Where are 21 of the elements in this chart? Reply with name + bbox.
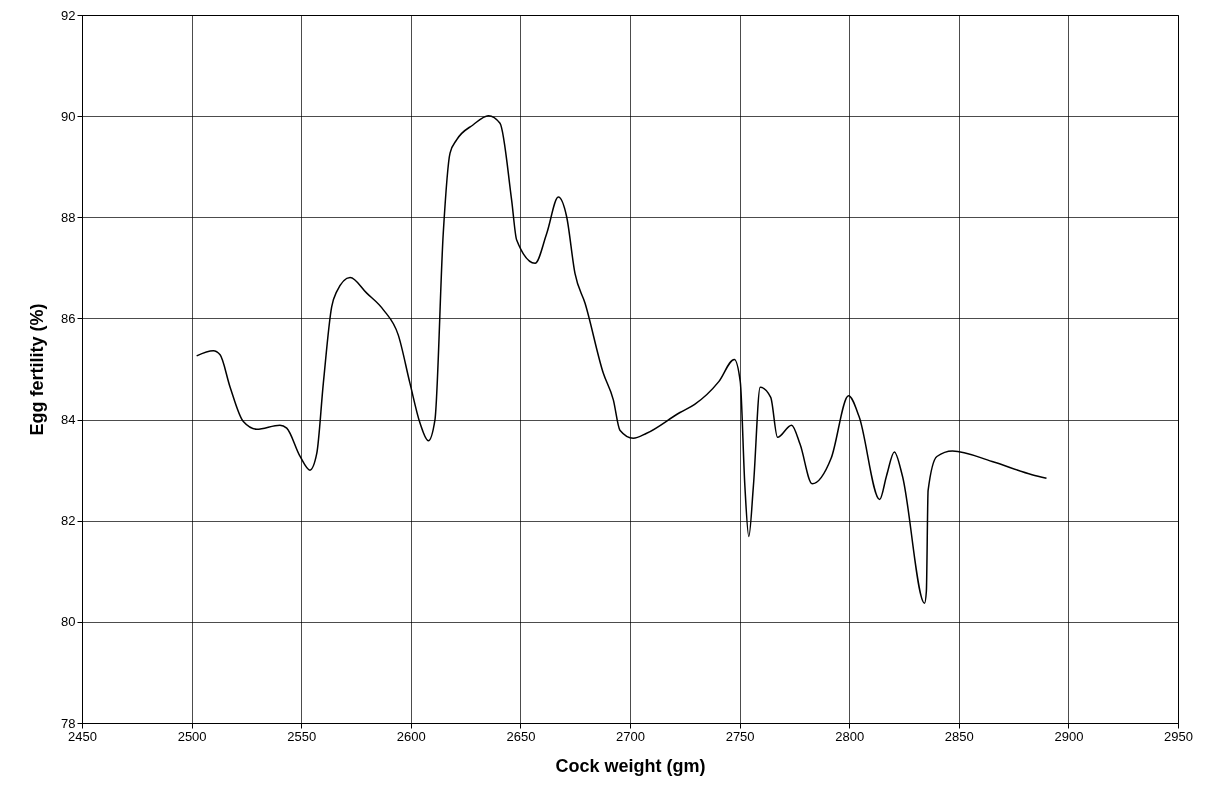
x-tick-label: 2950 — [1164, 728, 1193, 744]
x-tick-label: 2800 — [835, 728, 865, 744]
x-tick-label: 2750 — [725, 728, 755, 744]
y-tick-label: 78 — [61, 715, 76, 731]
y-tick-label: 82 — [61, 513, 76, 529]
y-tick-label: 86 — [61, 310, 76, 326]
y-tick-label: 88 — [61, 209, 76, 225]
y-tick-label: 80 — [61, 614, 76, 630]
x-tick-label: 2600 — [396, 728, 426, 744]
x-tick-label: 2850 — [944, 728, 974, 744]
y-tick-label: 84 — [61, 412, 76, 428]
x-tick-label: 2450 — [68, 728, 97, 744]
x-tick-label: 2700 — [616, 728, 645, 744]
y-tick-label: 90 — [61, 108, 76, 124]
x-tick-label: 2900 — [1054, 728, 1084, 744]
y-tick-label: 92 — [61, 7, 76, 23]
x-axis-title: Cock weight (gm) — [555, 755, 706, 776]
x-tick-label: 2650 — [506, 728, 536, 744]
x-tick-label: 2550 — [287, 728, 317, 744]
y-axis-title: Egg fertility (%) — [27, 303, 48, 436]
x-tick-label: 2500 — [177, 728, 207, 744]
